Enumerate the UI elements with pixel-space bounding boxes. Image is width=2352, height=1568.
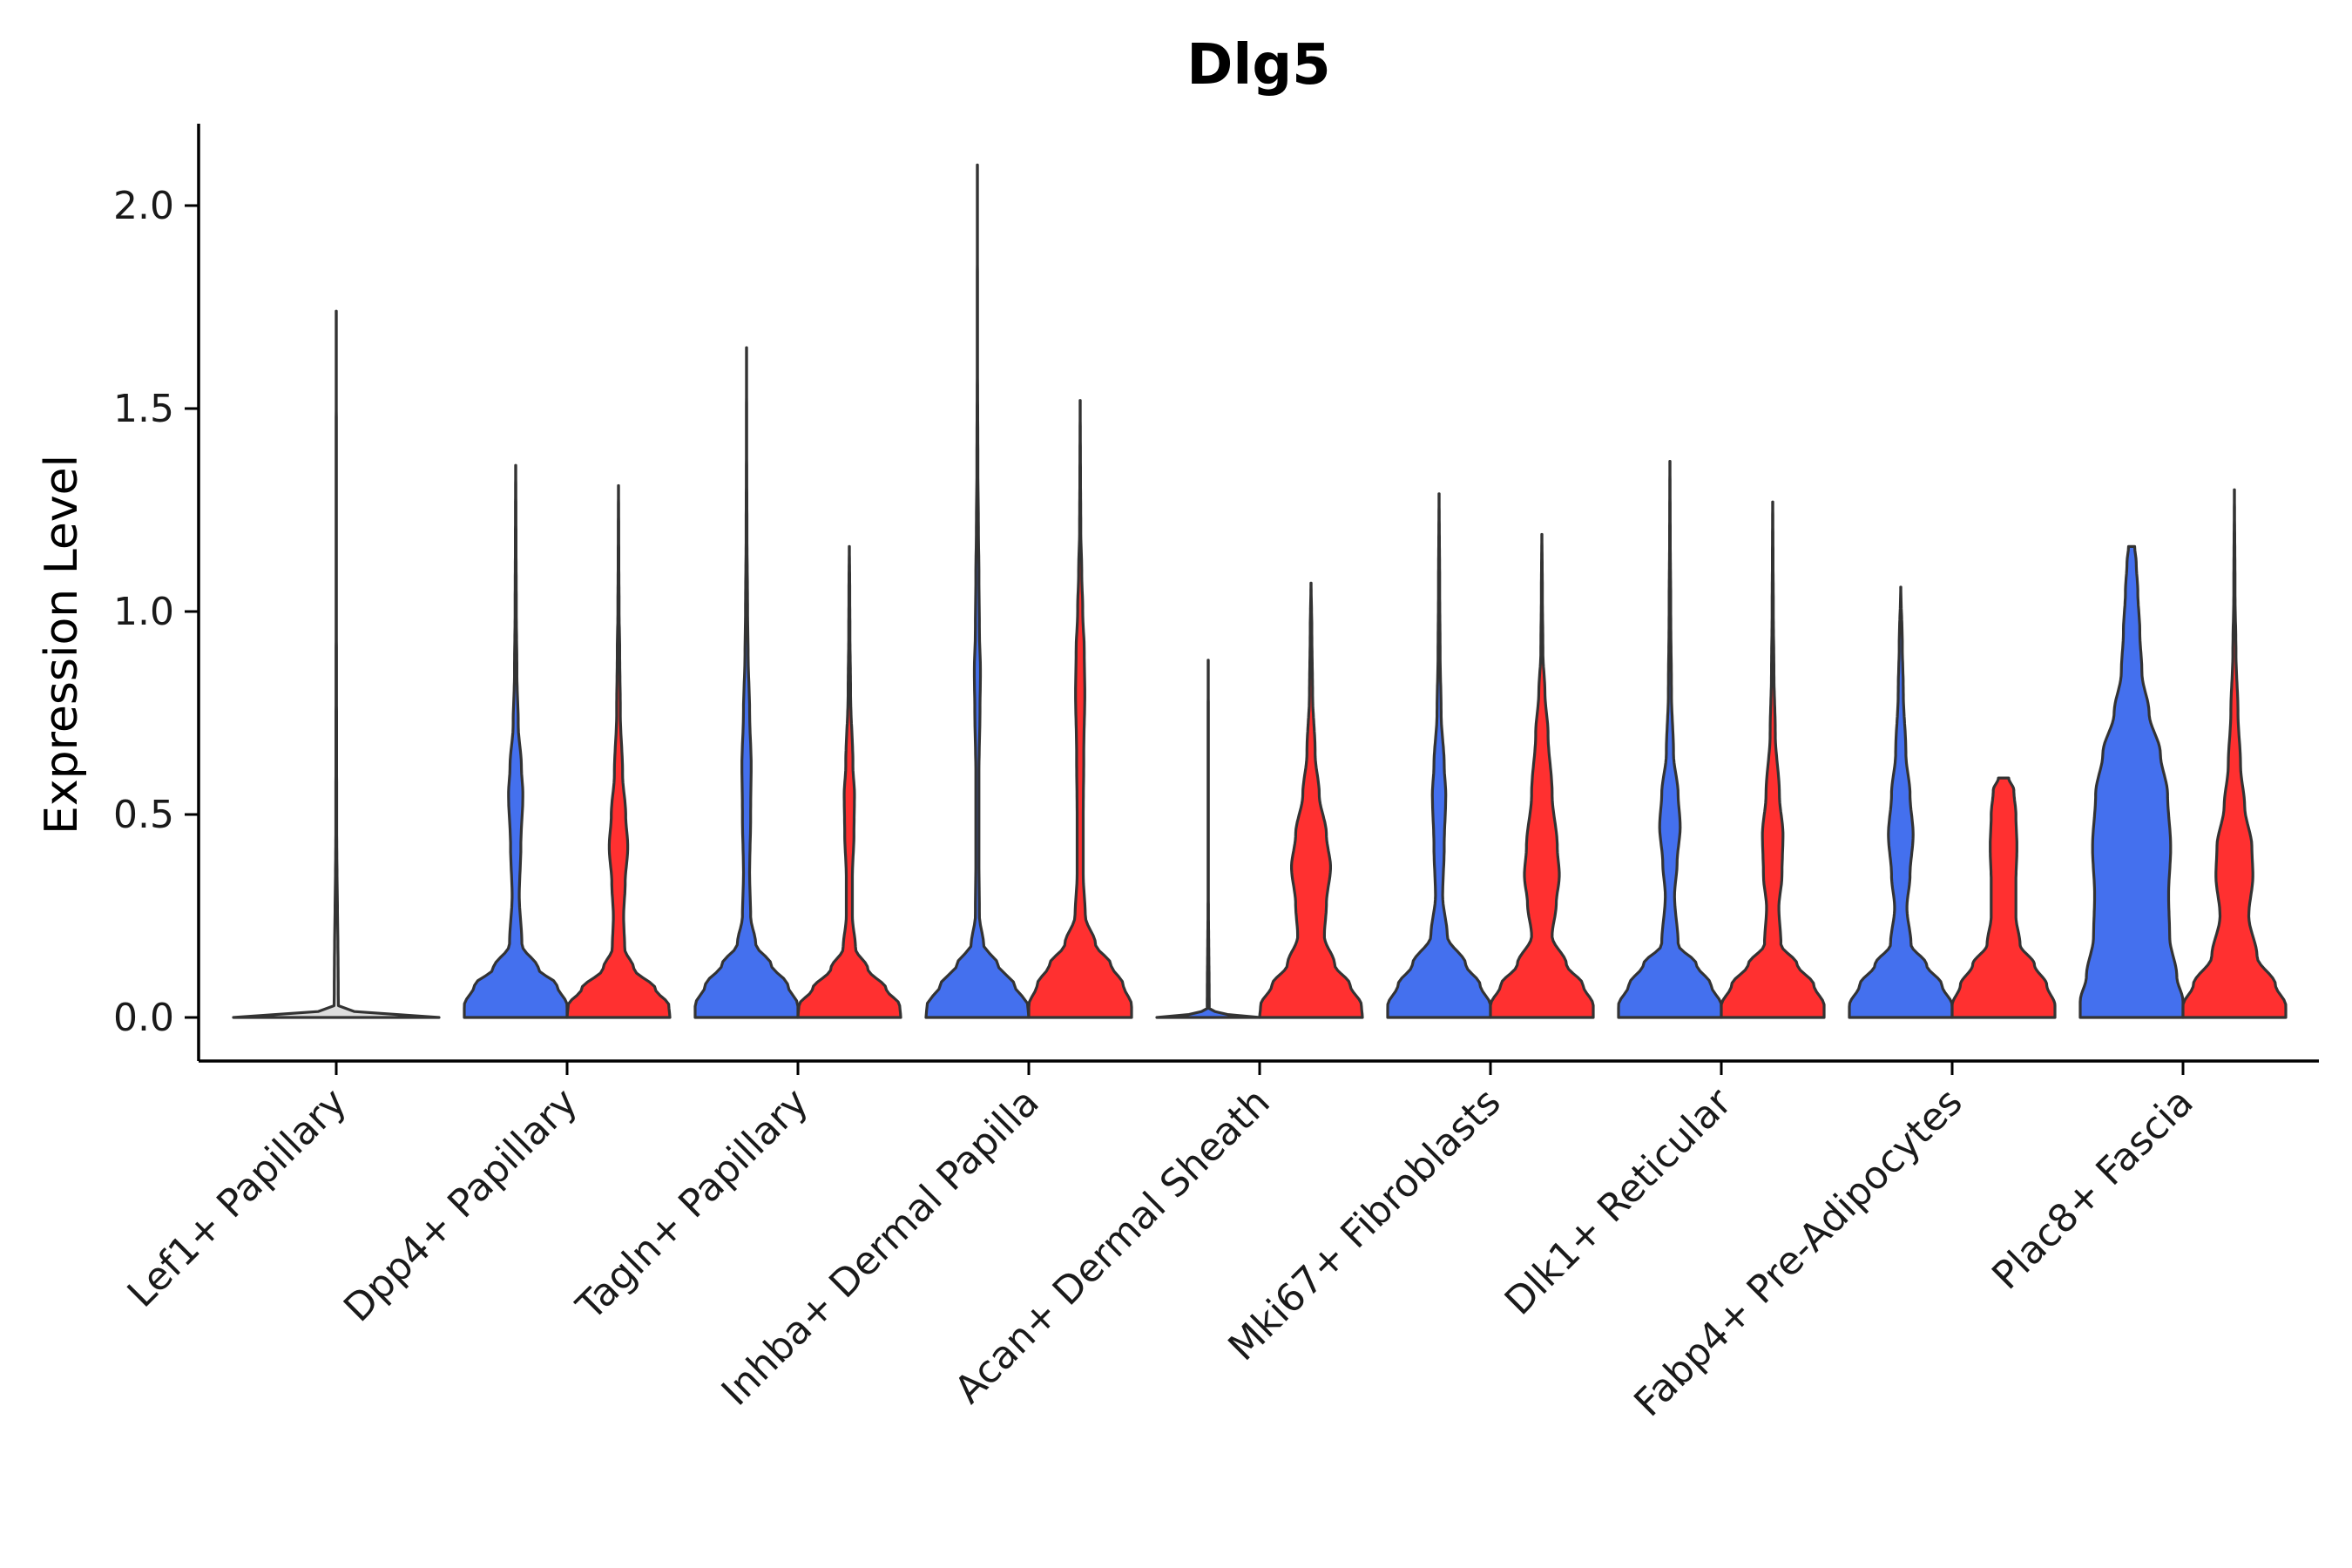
violin-group1-1 (463, 463, 569, 1019)
violin-group1-8 (2078, 544, 2185, 1019)
x-tick-label: Plac8+ Fascia (1984, 1080, 2202, 1299)
y-tick-label: 1.5 (113, 387, 174, 431)
violin-group2-5 (1489, 532, 1595, 1019)
x-tick-label: Lef1+ Papillary (119, 1080, 355, 1316)
violin-group2-1 (565, 483, 672, 1019)
violin-group1-5 (1386, 492, 1492, 1019)
violin-group1-7 (1848, 585, 1954, 1019)
x-tick-label: Dpp4+ Papillary (335, 1080, 586, 1331)
violin-group1-3 (924, 163, 1031, 1019)
x-tick-label: Tagln+ Papillary (568, 1080, 817, 1329)
y-tick-label: 0.0 (113, 996, 174, 1040)
violin-group2-4 (1258, 581, 1364, 1019)
violin-group2-3 (1027, 399, 1133, 1019)
violin-group2-7 (1950, 776, 2057, 1019)
violin-group2-6 (1720, 500, 1826, 1019)
chart-title: Dlg5 (1186, 33, 1330, 98)
x-tick-label: Dlk1+ Reticular (1497, 1079, 1741, 1324)
y-tick-label: 1.0 (113, 590, 174, 634)
y-tick-label: 0.5 (113, 793, 174, 837)
y-ticks: 0.0 0.5 1.0 1.5 2.0 (113, 184, 199, 1040)
y-tick-label: 2.0 (113, 184, 174, 228)
y-axis-title: Expression Level (36, 455, 88, 835)
violin-group1-2 (693, 346, 800, 1019)
violin-group2-8 (2181, 488, 2288, 1019)
violin-full-0 (232, 309, 441, 1019)
violin-group1-4 (1155, 659, 1261, 1019)
violin-group2-2 (796, 544, 902, 1019)
violin-group (232, 163, 2288, 1019)
violin-group1-6 (1617, 460, 1723, 1019)
